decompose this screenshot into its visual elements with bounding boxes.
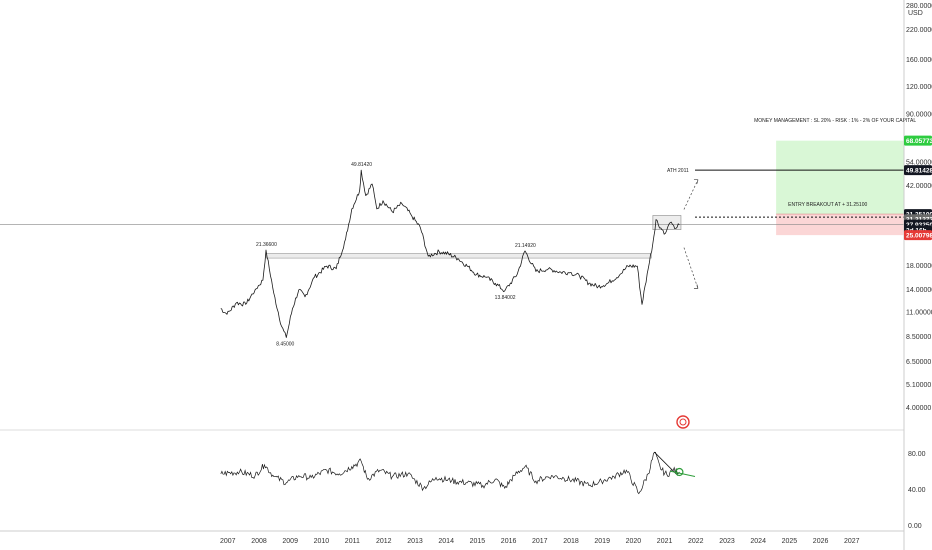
time-axis-tick: 2009 [282,538,298,545]
time-axis-tick: 2017 [532,538,548,545]
price-axis-tick: 14.00000 [906,287,932,294]
zones-layer [265,140,904,259]
price-axis-tick: 18.00000 [906,263,932,270]
price-series-line [220,169,680,338]
breakdown-arrowhead [693,284,699,289]
price-axis-tick: 11.00000 [906,310,932,317]
oscillator-axis-tick: 0.00 [908,523,922,530]
price-axis-tick: 220.00000 [906,27,932,34]
time-axis-tick: 2025 [782,538,798,545]
time-axis-tick: 2026 [813,538,829,545]
currency-label: USD [908,10,923,17]
price-badge-label: 49.81428 [906,167,932,174]
support-zone [265,253,652,259]
alert-icon[interactable] [676,415,690,429]
price-labels-layer: 21.36600 8.45000 49.81420 21.14920 13.84002 [256,162,536,347]
pivot-label: 21.36600 [256,242,277,248]
pivot-label: 21.14920 [515,243,536,249]
time-axis-tick: 2008 [251,538,267,545]
oscillator-axis-tick: 80.00 [908,451,926,458]
price-axis-tick: 160.00000 [906,57,932,64]
price-badge [904,230,932,241]
time-axis-tick: 2021 [657,538,673,545]
price-axis-tick: 280.00000 [906,3,932,10]
time-axis-tick: 2010 [314,538,330,545]
time-axis-tick: 2012 [376,538,392,545]
time-axis-tick: 2023 [719,538,735,545]
time-axis-tick: 2024 [750,538,766,545]
money-management-label: MONEY MANAGEMENT : SL 20% - RISK : 1% - … [754,118,916,124]
price-badges-layer: 68.0577349.8142831.2510031.2127227.93250… [904,135,932,241]
time-axis-tick: 2014 [438,538,454,545]
price-axis-tick: 6.50000 [906,359,931,366]
oscillator-breakout-marker [675,467,684,477]
price-axis-tick: 120.00000 [906,84,932,91]
oscillator-axis-tick: 40.00 [908,487,926,494]
time-axis-tick: 2016 [501,538,517,545]
price-axis-tick: 42.00000 [906,183,932,190]
pivot-label: 13.84002 [495,295,516,301]
time-axis-tick: 2015 [470,538,486,545]
breakdown-arrow [683,247,699,289]
levels-layer: ATH 2011 ENTRY BREAKOUT AT + 31.25100 MONE… [0,118,916,289]
entry-label: ENTRY BREAKOUT AT + 31.25100 [788,202,867,208]
time-axis-tick: 2011 [345,538,360,545]
price-axis-tick: 90.00000 [906,111,932,118]
time-axis-tick: 2013 [407,538,423,545]
oscillator-line [220,451,680,495]
ath-label: ATH 2011 [667,168,689,174]
time-axis-tick: 2007 [220,538,236,545]
time-axis-tick: 2019 [594,538,610,545]
price-badge [904,135,932,146]
target-zone [776,140,904,215]
time-axis-tick: 2022 [688,538,704,545]
time-axis-tick: 2018 [563,538,579,545]
time-axis-tick: 2027 [844,538,860,545]
oscillator-pane [0,429,904,495]
price-badge [904,165,932,176]
price-badge-label: 25.00798 [906,232,932,239]
pivot-label: 8.45000 [276,341,294,347]
price-axis-tick: 4.00000 [906,405,931,412]
breakout-up-arrowhead [693,179,699,184]
price-axis-tick: 5.10000 [906,382,931,389]
price-badge-label: 68.05773 [906,138,932,145]
price-axis-tick: 8.50000 [906,334,931,341]
breakout-up-arrow [683,179,699,210]
price-axis-tick: 54.00000 [906,159,932,166]
time-axis-tick: 2020 [626,538,642,545]
pivot-label: 49.81420 [351,162,372,168]
